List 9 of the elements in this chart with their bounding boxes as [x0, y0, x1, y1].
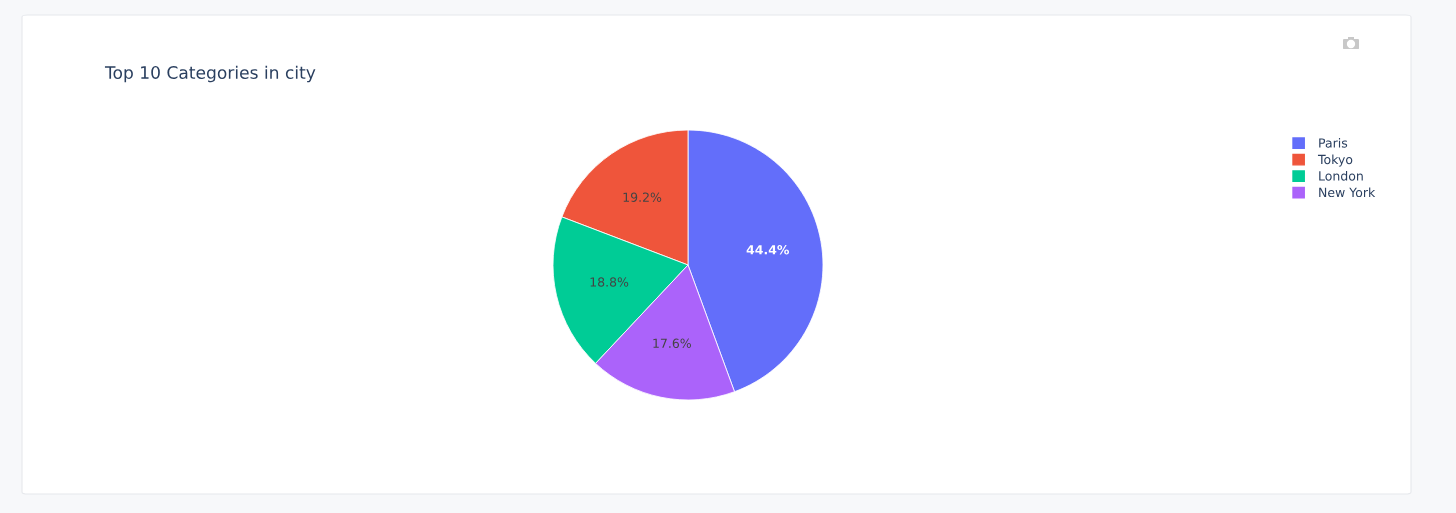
data-label: 18.8%	[590, 277, 629, 287]
legend-label: Tokyo	[1317, 154, 1353, 167]
legend-label: Paris	[1319, 138, 1348, 148]
legend-label: New York	[1319, 187, 1376, 198]
data-label: 17.6%	[653, 338, 691, 348]
legend-label: London	[1319, 170, 1363, 181]
data-label: 19.2%	[623, 192, 662, 202]
data-label: 44.4%	[746, 245, 790, 255]
text: Top 10 Categories in city	[104, 65, 316, 83]
